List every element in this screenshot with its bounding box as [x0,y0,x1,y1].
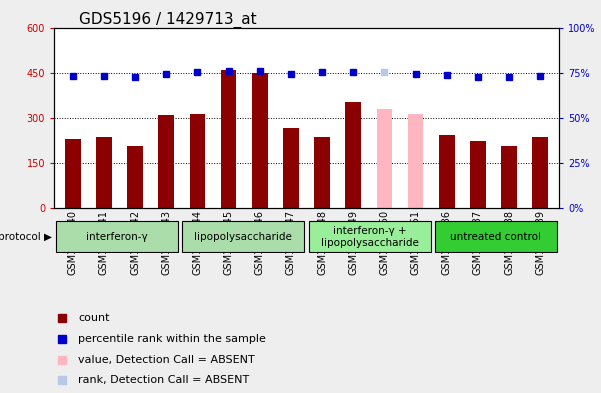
Bar [221,70,236,208]
Text: interferon-γ: interferon-γ [87,232,148,242]
Bar [532,137,548,208]
Text: protocol ▶: protocol ▶ [0,232,52,242]
Bar [159,116,174,208]
Text: interferon-γ +
lipopolysaccharide: interferon-γ + lipopolysaccharide [321,226,418,248]
Bar [308,221,431,252]
Text: value, Detection Call = ABSENT: value, Detection Call = ABSENT [78,354,255,365]
Bar [127,146,143,208]
Bar [377,110,392,208]
Text: lipopolysaccharide: lipopolysaccharide [195,232,292,242]
Text: percentile rank within the sample: percentile rank within the sample [78,334,266,344]
Text: rank, Detection Call = ABSENT: rank, Detection Call = ABSENT [78,375,249,386]
Bar [439,135,454,208]
Text: GDS5196 / 1429713_at: GDS5196 / 1429713_at [79,11,257,28]
Bar [252,73,267,208]
Bar [190,114,205,208]
Bar [283,128,299,208]
Bar [346,102,361,208]
Text: untreated control: untreated control [450,232,542,242]
Bar [470,141,486,208]
Bar [314,137,330,208]
Bar [65,139,81,208]
Bar [435,221,557,252]
Bar [96,137,112,208]
Bar [56,221,178,252]
Bar [182,221,305,252]
Bar [501,146,517,208]
Bar [408,114,423,208]
Text: count: count [78,313,110,323]
